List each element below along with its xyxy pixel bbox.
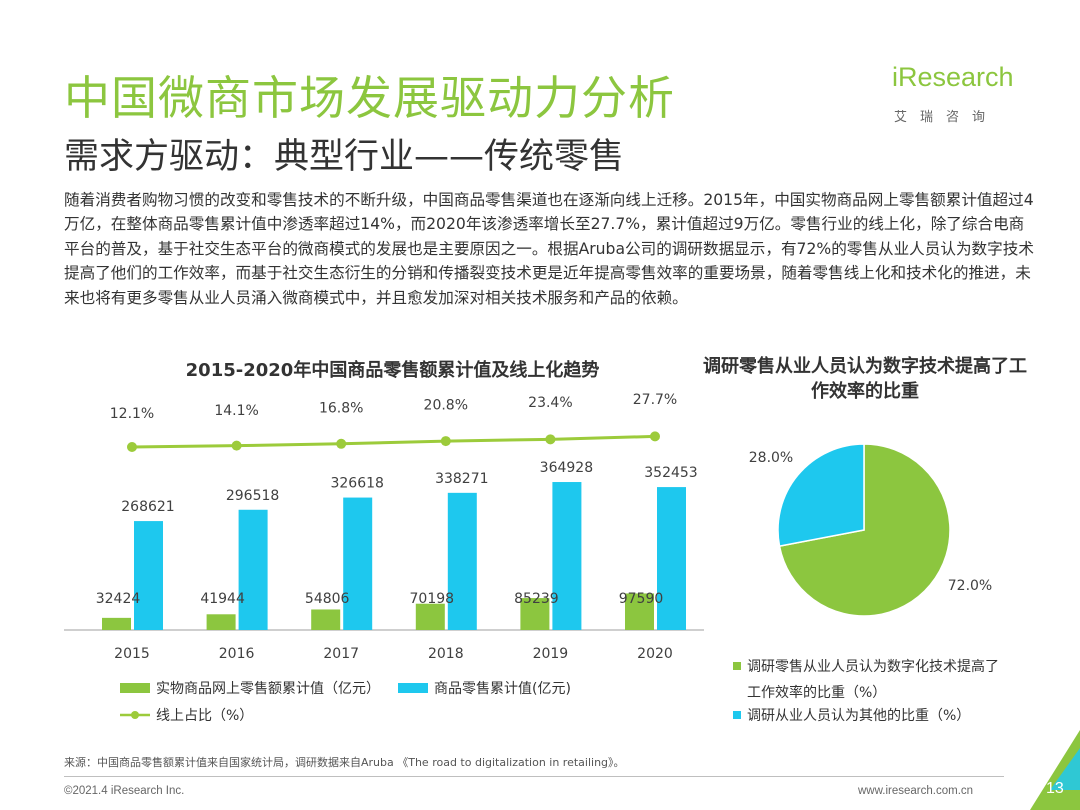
iresearch-logo: iResearch: [892, 62, 1014, 92]
legend-online-ratio-label: 线上占比（%）: [156, 708, 254, 724]
line-label-2015: 12.1%: [110, 406, 154, 422]
page-number: 13: [1046, 780, 1064, 797]
data-label-total-2018: 338271: [435, 471, 488, 487]
legend-total-sales: 商品零售累计值(亿元): [398, 678, 571, 698]
bar-chart-title: 2015-2020年中国商品零售额累计值及线上化趋势: [185, 360, 600, 381]
x-tick-label-2017: 2017: [323, 646, 359, 662]
legend-swatch-blue: [398, 683, 428, 693]
pie-legend-item-1-label: 调研零售从业人员认为数字化技术提高了: [747, 659, 999, 675]
data-label-online-2020: 97590: [619, 591, 664, 607]
data-label-total-2019: 364928: [540, 460, 593, 476]
legend-swatch-green: [120, 683, 150, 693]
page-subtitle: 需求方驱动：典型行业——传统零售: [64, 137, 625, 177]
logo-cn-text: 艾瑞咨询: [894, 110, 999, 125]
pie-chart-title: 调研零售从业人员认为数字技术提高了工作效率的比重: [703, 356, 1027, 402]
line-label-2019: 23.4%: [528, 395, 572, 411]
page-title: 中国微商市场发展驱动力分析: [64, 71, 675, 125]
line-point-2015: [127, 442, 137, 452]
line-label-2018: 20.8%: [424, 398, 468, 414]
bar-online-2020: [625, 593, 654, 630]
bar-total-2017: [343, 497, 373, 630]
bar-online-2015: [102, 617, 131, 630]
pie-legend-swatch-blue: [733, 711, 741, 719]
page-corner-decoration: [1030, 730, 1080, 810]
legend-online-sales: 实物商品网上零售额累计值（亿元）: [120, 678, 380, 698]
footer-copyright: ©2021.4 iResearch Inc.: [64, 785, 185, 797]
pie-legend-item-2-label: 调研从业人员认为其他的比重（%）: [747, 708, 971, 724]
bar-online-2019: [520, 598, 550, 630]
data-label-online-2019: 85239: [514, 591, 559, 607]
data-label-total-2016: 296518: [226, 488, 279, 504]
bar-online-2018: [415, 603, 445, 630]
bar-online-2017: [311, 609, 341, 630]
bar-total-2018: [447, 492, 477, 630]
footer-source: 来源：中国商品零售额累计值来自国家统计局，调研数据来自Aruba 《The ro…: [64, 756, 625, 769]
data-label-online-2017: 54806: [305, 591, 350, 607]
line-point-2016: [231, 440, 242, 451]
bar-total-2016: [238, 509, 268, 630]
bar-total-2015: [134, 521, 163, 630]
data-label-online-2015: 32424: [96, 591, 141, 607]
pie-slice-2: [777, 443, 865, 547]
online-ratio-line: [131, 434, 656, 449]
bar-total-2019: [552, 482, 582, 630]
data-label-online-2018: 70198: [410, 591, 455, 607]
bar-online-2016: [206, 614, 236, 630]
pie-label-1: 72.0%: [948, 578, 992, 594]
data-label-total-2020: 352453: [644, 465, 697, 481]
x-tick-label-2018: 2018: [428, 646, 464, 662]
x-tick-label-2019: 2019: [533, 646, 569, 662]
line-point-2019: [545, 434, 556, 445]
footer-divider: [64, 776, 1004, 777]
data-label-total-2017: 326618: [330, 476, 383, 492]
line-label-2017: 16.8%: [319, 400, 363, 416]
line-label-2020: 27.7%: [633, 392, 677, 408]
pie-chart: 72.0% 28.0%: [749, 443, 992, 617]
pie-legend-item-1: 调研零售从业人员认为数字化技术提高了: [733, 656, 999, 676]
pie-legend-item-1-cont: 工作效率的比重（%）: [747, 682, 886, 702]
line-point-2017: [336, 438, 347, 449]
legend-online-sales-label: 实物商品网上零售额累计值（亿元）: [156, 681, 380, 697]
line-point-2018: [440, 436, 451, 447]
legend-total-sales-label: 商品零售累计值(亿元): [434, 681, 571, 697]
pie-legend-item-1-label-2: 工作效率的比重（%）: [747, 685, 887, 701]
x-tick-label-2020: 2020: [637, 646, 673, 662]
data-label-total-2015: 268621: [121, 499, 174, 515]
line-point-2020: [650, 431, 660, 442]
x-tick-label-2016: 2016: [219, 646, 255, 662]
intro-paragraph: 随着消费者购物习惯的改变和零售技术的不断升级，中国商品零售渠道也在逐渐向线上迁移…: [64, 191, 1034, 307]
pie-label-2: 28.0%: [749, 450, 793, 466]
data-label-online-2016: 41944: [200, 591, 245, 607]
legend-line-icon: [120, 711, 150, 719]
pie-legend-item-2: 调研从业人员认为其他的比重（%）: [733, 705, 970, 725]
x-tick-label-2015: 2015: [114, 646, 150, 662]
bar-total-2020: [657, 487, 686, 630]
line-label-2016: 14.1%: [214, 403, 258, 419]
bar-chart: 32424 268621 2015 12.1% 41944 296518 2016 14.1%…: [64, 392, 704, 662]
footer-url[interactable]: www.iresearch.com.cn: [858, 785, 974, 797]
legend-online-ratio: 线上占比（%）: [120, 705, 253, 725]
pie-legend-swatch-green: [733, 662, 741, 670]
